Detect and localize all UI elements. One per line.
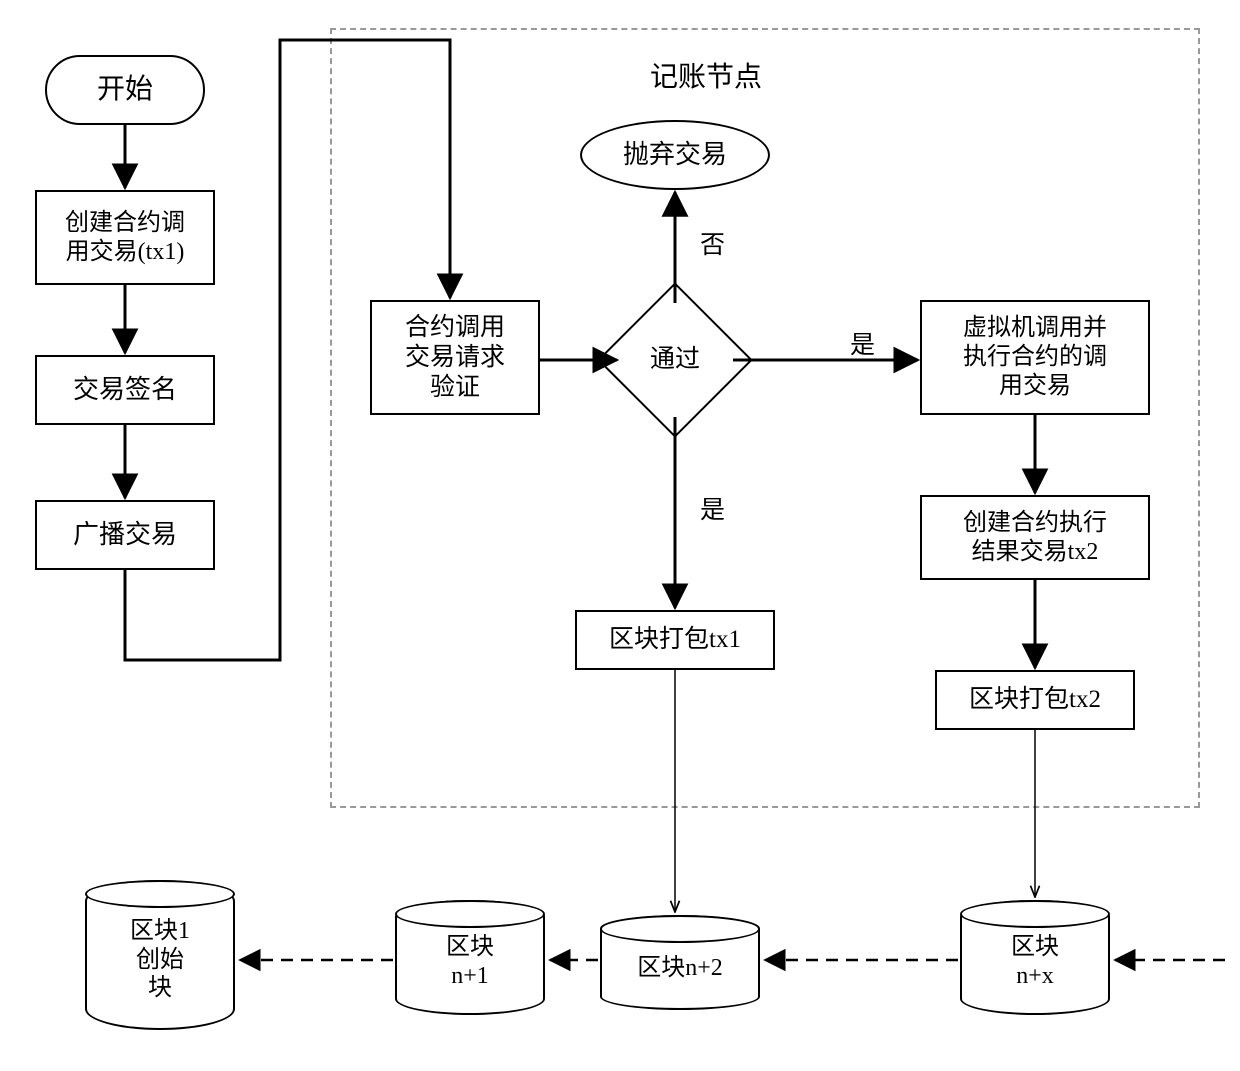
verify-node: 合约调用 交易请求 验证 (370, 300, 540, 415)
vm-exec-label: 虚拟机调用并 执行合约的调 用交易 (963, 314, 1107, 400)
pack-tx1-node: 区块打包tx1 (575, 610, 775, 670)
vm-exec-node: 虚拟机调用并 执行合约的调 用交易 (920, 300, 1150, 415)
create-tx1-node: 创建合约调 用交易(tx1) (35, 190, 215, 285)
start-label: 开始 (97, 73, 153, 107)
broadcast-node: 广播交易 (35, 500, 215, 570)
sign-label: 交易签名 (73, 374, 177, 405)
create-tx1-label: 创建合约调 用交易(tx1) (65, 209, 185, 267)
create-tx2-node: 创建合约执行 结果交易tx2 (920, 495, 1150, 580)
pack-tx1-label: 区块打包tx1 (609, 625, 741, 655)
verify-label: 合约调用 交易请求 验证 (405, 313, 505, 403)
diagram-canvas: 开始 创建合约调 用交易(tx1) 交易签名 广播交易 记账节点 抛弃交易 合约… (0, 0, 1240, 1071)
block1-node: 区块1 创始 块 (85, 880, 235, 1030)
block-n1-label: 区块 n+1 (446, 933, 494, 991)
ledger-title: 记账节点 (650, 55, 762, 95)
pack-tx2-node: 区块打包tx2 (935, 670, 1135, 730)
block-n2-node: 区块n+2 (600, 915, 760, 1010)
edge-label-no: 否 (700, 225, 725, 261)
discard-node: 抛弃交易 (580, 120, 770, 190)
sign-node: 交易签名 (35, 355, 215, 425)
pass-label: 通过 (650, 345, 700, 375)
edge-label-yes1: 是 (850, 325, 875, 361)
edge-label-yes2: 是 (700, 490, 725, 526)
start-node: 开始 (45, 55, 205, 125)
discard-label: 抛弃交易 (623, 139, 727, 170)
block-n1-node: 区块 n+1 (395, 900, 545, 1015)
block-nx-label: 区块 n+x (1011, 933, 1059, 991)
create-tx2-label: 创建合约执行 结果交易tx2 (963, 509, 1107, 567)
block1-label: 区块1 创始 块 (130, 917, 190, 1003)
broadcast-label: 广播交易 (73, 519, 177, 550)
block-nx-node: 区块 n+x (960, 900, 1110, 1015)
block-n2-label: 区块n+2 (637, 954, 723, 983)
pack-tx2-label: 区块打包tx2 (969, 685, 1101, 715)
